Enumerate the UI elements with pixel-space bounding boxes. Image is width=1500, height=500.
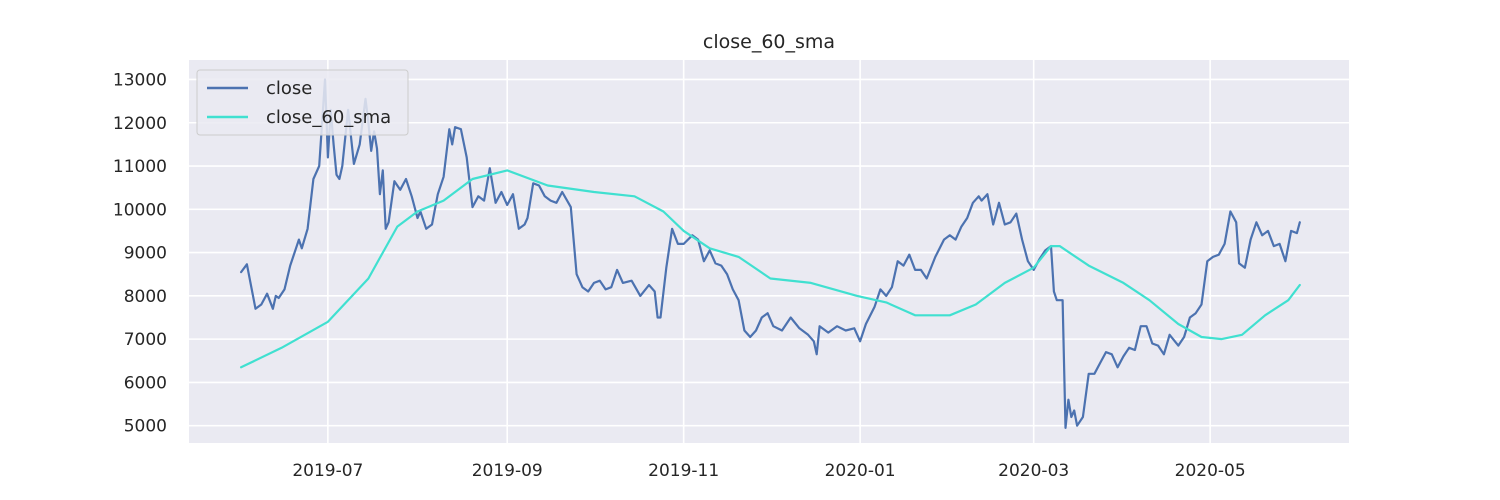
x-tick-label: 2019-09 bbox=[472, 461, 543, 481]
y-tick-label: 6000 bbox=[124, 373, 167, 393]
legend-label-close: close bbox=[266, 78, 312, 99]
series-line-close-60-sma bbox=[240, 169, 1301, 369]
legend-box bbox=[196, 69, 409, 136]
y-tick-label: 8000 bbox=[124, 287, 167, 307]
legend-label-sma: close_60_sma bbox=[266, 107, 391, 128]
legend: close close_60_sma bbox=[196, 69, 409, 136]
y-tick-label: 7000 bbox=[124, 330, 167, 350]
y-tick-label: 12000 bbox=[113, 114, 167, 134]
chart-title: close_60_sma bbox=[703, 31, 835, 53]
x-tick-label: 2020-01 bbox=[825, 461, 896, 481]
y-tick-label: 11000 bbox=[113, 157, 167, 177]
y-tick-label: 10000 bbox=[113, 200, 167, 220]
y-tick-label: 5000 bbox=[124, 417, 167, 437]
x-tick-label: 2019-07 bbox=[292, 461, 363, 481]
y-tick-label: 13000 bbox=[113, 70, 167, 90]
y-axis-ticks: 5000 6000 7000 8000 9000 10000 11000 12000 13000 bbox=[113, 70, 167, 436]
x-tick-label: 2020-05 bbox=[1175, 461, 1246, 481]
series-line-close bbox=[240, 78, 1301, 429]
x-tick-label: 2020-03 bbox=[998, 461, 1069, 481]
series-lines bbox=[240, 78, 1301, 429]
x-tick-label: 2019-11 bbox=[648, 461, 719, 481]
x-axis-ticks: 2019-07 2019-09 2019-11 2020-01 2020-03 2020-… bbox=[292, 461, 1245, 481]
y-tick-label: 9000 bbox=[124, 244, 167, 264]
